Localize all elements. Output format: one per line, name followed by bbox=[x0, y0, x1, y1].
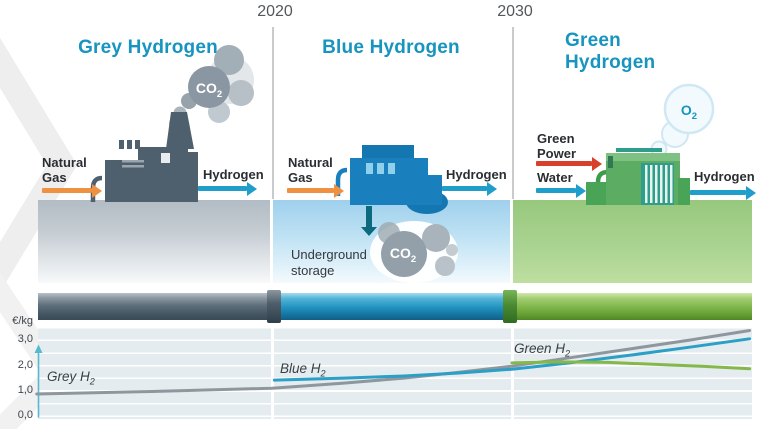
hydrogen-arrow-icon-green bbox=[690, 190, 746, 195]
series-label-subscript: 2 bbox=[565, 348, 571, 359]
water-label: Water bbox=[537, 170, 573, 185]
chart-y-axis bbox=[34, 344, 43, 418]
co2-storage-arrow-icon bbox=[366, 206, 372, 227]
green-h2-price-line bbox=[510, 360, 752, 371]
blue-hydrogen-title: Blue Hydrogen bbox=[322, 37, 460, 58]
timeline-tick-2020 bbox=[272, 27, 274, 199]
series-label-text: Green H bbox=[514, 341, 566, 356]
green-ground-band bbox=[513, 200, 752, 283]
natural-gas-label-grey: Natural Gas bbox=[42, 155, 87, 185]
o2-label: O2 bbox=[672, 102, 706, 122]
pipeline-coupling-2020 bbox=[267, 290, 281, 323]
o2-text: O bbox=[680, 102, 692, 118]
co2-label-underground: CO2 bbox=[380, 245, 426, 265]
grey-factory-icon bbox=[90, 112, 198, 202]
co2-cloud-icon bbox=[169, 45, 254, 128]
blue-h2-series-label: Blue H2 bbox=[280, 361, 326, 379]
underground-storage-label: Underground storage bbox=[291, 247, 367, 278]
hydrogen-label-grey: Hydrogen bbox=[203, 167, 264, 182]
pipeline-coupling-2030 bbox=[503, 290, 517, 323]
green-power-arrow-icon bbox=[536, 161, 592, 166]
green-h2-series-label: Green H2 bbox=[514, 341, 570, 359]
co2-label-grey: CO2 bbox=[186, 80, 232, 100]
ytick-3: 3,0 bbox=[17, 333, 33, 345]
axis-arrow-up-icon bbox=[34, 344, 43, 353]
timeline-label-2030: 2030 bbox=[497, 3, 533, 20]
hydrogen-label-blue: Hydrogen bbox=[446, 167, 507, 182]
series-label-text: Blue H bbox=[280, 361, 321, 376]
chevron-watermark-icon bbox=[0, 37, 78, 293]
hydrogen-label-green: Hydrogen bbox=[694, 169, 755, 184]
natural-gas-arrow-icon-blue bbox=[287, 188, 334, 193]
grey-ground-band bbox=[38, 200, 270, 283]
price-chart-plot-area bbox=[38, 327, 752, 419]
green-hydrogen-title: Green Hydrogen bbox=[565, 30, 656, 73]
natural-gas-arrow-icon-grey bbox=[42, 188, 92, 193]
blue-h2-price-line bbox=[272, 337, 752, 382]
co2-text: CO bbox=[389, 245, 411, 261]
green-power-label: Green Power bbox=[537, 131, 577, 161]
o2-bubbles-icon bbox=[650, 83, 715, 158]
water-arrow-icon bbox=[536, 188, 576, 193]
ytick-2: 2,0 bbox=[17, 358, 33, 371]
hydrogen-arrow-icon-blue bbox=[442, 186, 487, 191]
grey-h2-series-label: Grey H2 bbox=[47, 369, 95, 387]
chart-unit-label: €/kg bbox=[12, 315, 33, 327]
co2-text: CO bbox=[195, 80, 217, 96]
ytick-0: 0,0 bbox=[17, 409, 33, 421]
grey-h2-price-line bbox=[35, 329, 752, 396]
chart-divider-2030 bbox=[511, 327, 514, 419]
green-hydrogen-pipeline bbox=[517, 293, 752, 320]
co2-subscript: 2 bbox=[410, 253, 417, 265]
blue-factory-icon bbox=[335, 145, 448, 214]
co2-subscript: 2 bbox=[216, 88, 223, 100]
grey-hydrogen-pipeline bbox=[38, 293, 267, 320]
series-label-subscript: 2 bbox=[89, 376, 95, 387]
series-label-subscript: 2 bbox=[320, 368, 326, 379]
grey-hydrogen-title: Grey Hydrogen bbox=[78, 37, 218, 58]
chart-divider-2020 bbox=[271, 327, 274, 419]
series-label-text: Grey H bbox=[47, 369, 90, 384]
ytick-1: 1,0 bbox=[17, 384, 33, 396]
natural-gas-label-blue: Natural Gas bbox=[288, 155, 333, 185]
hydrogen-arrow-icon-grey bbox=[198, 186, 247, 191]
timeline-tick-2030 bbox=[512, 27, 514, 199]
o2-subscript: 2 bbox=[691, 110, 698, 122]
green-electrolyser-icon bbox=[586, 148, 690, 205]
underground-co2-icon bbox=[370, 221, 458, 283]
blue-hydrogen-pipeline bbox=[281, 293, 503, 320]
timeline-label-2020: 2020 bbox=[257, 3, 293, 20]
